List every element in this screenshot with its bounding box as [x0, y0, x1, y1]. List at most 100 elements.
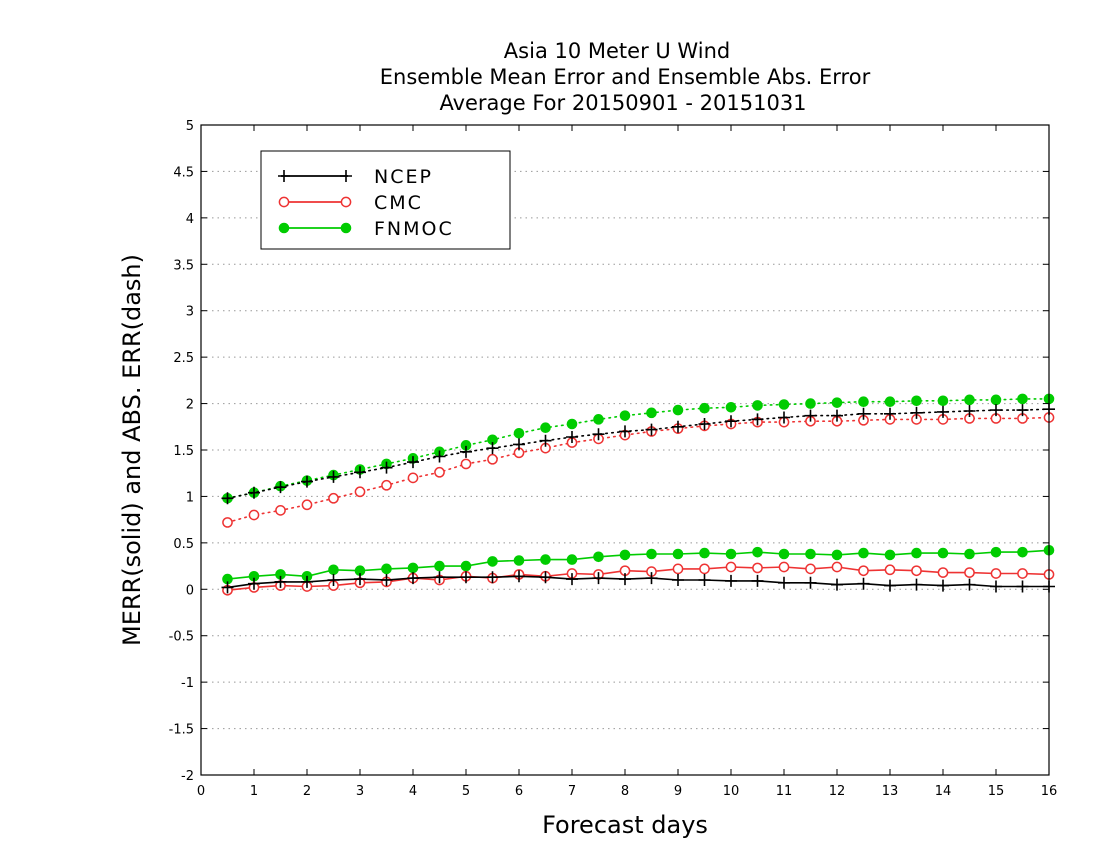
y-tick-label: -1 [181, 676, 194, 691]
ncep-abs-err-point [486, 442, 499, 455]
ncep-abs-err-point [539, 434, 552, 447]
ncep-abs-err-point [433, 450, 446, 463]
fnmoc-abs-err-line [226, 398, 1050, 500]
ncep-merr-point [301, 575, 313, 588]
fnmoc-merr-point [672, 548, 684, 560]
x-tick-label: 5 [462, 784, 470, 799]
fnmoc-abs-err-point [513, 427, 525, 439]
fnmoc-abs-err-point [725, 401, 737, 413]
x-tick-label: 1 [250, 784, 258, 799]
x-tick-label: 14 [935, 784, 952, 799]
ncep-abs-err-point [513, 438, 525, 451]
fnmoc-merr-point [884, 549, 896, 561]
cmc-merr-point [1017, 568, 1028, 579]
ncep-abs-err-point [274, 481, 287, 494]
y-tick-label: 3 [186, 305, 194, 320]
cmc-merr-point [937, 567, 949, 578]
fnmoc-merr-point [460, 560, 472, 572]
y-tick-label: 3.5 [173, 258, 194, 273]
ncep-merr-point [513, 570, 525, 583]
x-tick-label: 6 [515, 784, 523, 799]
fnmoc-abs-err-point [540, 422, 551, 434]
legend-label-cmc: CMC [374, 192, 423, 214]
ncep-abs-err-point [645, 423, 658, 436]
ncep-abs-err-point [778, 411, 790, 424]
ncep-merr-point [672, 574, 684, 586]
fnmoc-merr-point [699, 547, 710, 559]
legend-marker-ncep [340, 170, 352, 182]
y-tick-label: -0.5 [169, 630, 194, 645]
y-axis-label: MERR(solid) and ABS. ERR(dash) [118, 254, 146, 646]
fnmoc-merr-point [646, 548, 657, 560]
fnmoc-abs-err-point [566, 418, 578, 430]
x-tick-label: 11 [776, 784, 793, 799]
cmc-merr-point [672, 563, 684, 575]
cmc-merr-point [725, 561, 737, 573]
cmc-merr-point [699, 563, 710, 575]
ncep-abs-err-point [566, 431, 578, 443]
x-tick-label: 12 [829, 784, 846, 799]
fnmoc-merr-point [566, 554, 578, 565]
cmc-abs-err-point [222, 517, 233, 528]
x-tick-label: 16 [1041, 784, 1058, 799]
ncep-merr-point [778, 576, 790, 589]
ncep-merr-point [937, 579, 949, 592]
fnmoc-merr-point [831, 549, 843, 561]
ncep-abs-err-point [990, 404, 1002, 417]
y-tick-label: 5 [186, 119, 194, 134]
cmc-abs-err-point [460, 458, 472, 470]
ncep-merr-point [619, 573, 631, 586]
ncep-abs-err-point [1016, 404, 1029, 417]
ncep-abs-err-point [619, 425, 631, 438]
title-line-3: Average For 20150901 - 20151031 [439, 91, 806, 115]
x-tick-label: 4 [409, 784, 417, 799]
ncep-abs-err-point [831, 409, 843, 422]
y-tick-label: 2 [186, 398, 194, 413]
ncep-abs-err-point [698, 418, 711, 430]
ncep-abs-err-point [804, 409, 817, 422]
fnmoc-merr-point [434, 560, 445, 572]
ncep-abs-err-point [672, 420, 684, 433]
ncep-abs-err-point [301, 475, 313, 488]
title-line-2: Ensemble Mean Error and Ensemble Abs. Er… [380, 65, 871, 89]
ncep-merr-point [380, 574, 393, 586]
ncep-merr-point [539, 571, 552, 584]
fnmoc-merr-line [227, 549, 1050, 580]
y-tick-label: 0 [186, 583, 194, 598]
fnmoc-merr-point [725, 548, 737, 560]
cmc-merr-point [805, 563, 816, 575]
fnmoc-merr-point [513, 555, 525, 566]
x-tick-label: 10 [723, 784, 740, 799]
cmc-merr-point [831, 561, 843, 573]
cmc-abs-err-point [487, 453, 498, 465]
fnmoc-merr-point [964, 548, 975, 560]
x-tick-label: 15 [988, 784, 1005, 799]
fnmoc-merr-point [990, 546, 1002, 558]
fnmoc-merr-point [619, 549, 631, 561]
cmc-merr-point [964, 567, 975, 578]
ncep-abs-err-line [226, 408, 1050, 500]
fnmoc-merr-point [805, 548, 816, 560]
fnmoc-merr-point [937, 547, 949, 559]
fnmoc-abs-err-point [593, 414, 604, 425]
series-layer [221, 393, 1055, 596]
fnmoc-merr-point [540, 554, 551, 565]
legend: NCEP CMC FNMOC [260, 150, 511, 250]
fnmoc-merr-point [911, 547, 922, 559]
legend-box [260, 150, 511, 250]
ncep-merr-point [963, 578, 976, 591]
fnmoc-abs-err-point [911, 395, 922, 407]
legend-label-fnmoc: FNMOC [374, 218, 454, 240]
cmc-merr-point [990, 568, 1002, 579]
ncep-merr-point [645, 572, 658, 585]
cmc-merr-point [884, 564, 896, 576]
ncep-merr-point [433, 571, 446, 584]
ncep-merr-point [698, 574, 711, 586]
y-tick-label: 4 [186, 212, 194, 227]
y-tick-label: -1.5 [169, 723, 194, 738]
fnmoc-abs-err-point [619, 410, 631, 421]
legend-label-ncep: NCEP [374, 166, 433, 188]
ncep-merr-line [227, 575, 1049, 589]
cmc-abs-err-point [381, 479, 392, 491]
fnmoc-merr-point [778, 548, 790, 560]
